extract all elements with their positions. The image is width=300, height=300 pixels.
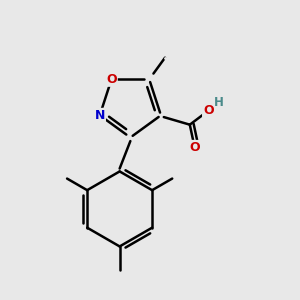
Text: O: O	[203, 104, 214, 117]
Text: N: N	[94, 109, 105, 122]
Text: H: H	[214, 96, 224, 109]
Text: O: O	[189, 141, 200, 154]
Text: O: O	[106, 73, 117, 86]
